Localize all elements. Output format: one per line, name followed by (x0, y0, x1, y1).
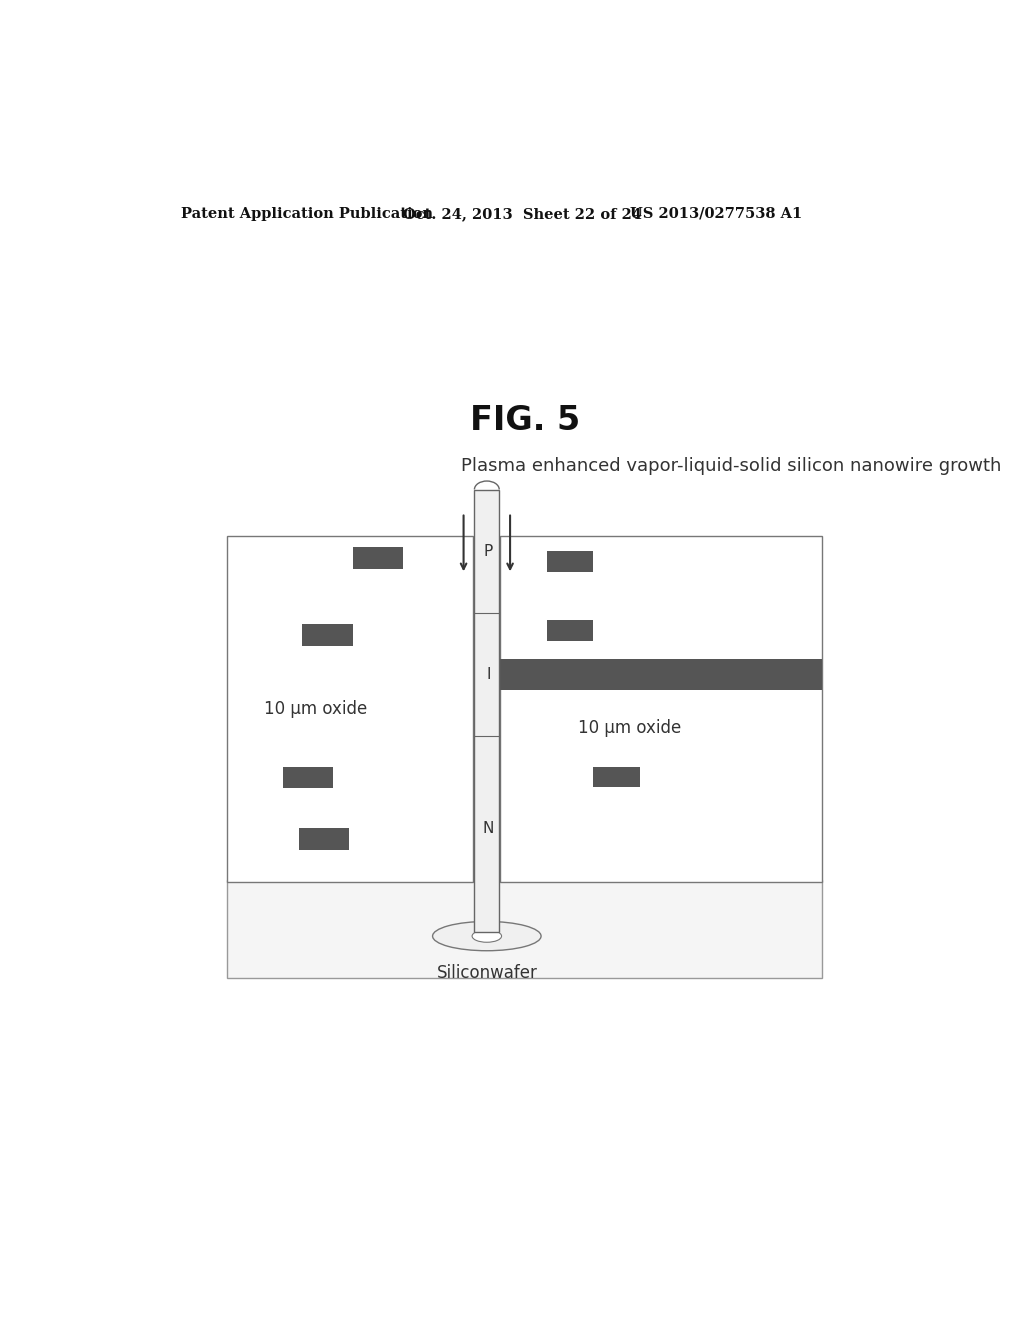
Bar (302, 624, 352, 645)
Bar (500, 659, 822, 689)
Bar (299, 829, 349, 850)
Bar (547, 552, 593, 572)
Text: I: I (486, 667, 490, 682)
Bar (283, 767, 334, 788)
Text: P: P (483, 544, 493, 558)
Bar (474, 490, 500, 932)
Text: 10 μm oxide: 10 μm oxide (578, 719, 681, 737)
Bar (227, 536, 473, 882)
Bar (227, 880, 822, 978)
Bar (500, 536, 822, 882)
Text: Plasma enhanced vapor-liquid-solid silicon nanowire growth: Plasma enhanced vapor-liquid-solid silic… (461, 458, 1001, 475)
Text: Oct. 24, 2013  Sheet 22 of 24: Oct. 24, 2013 Sheet 22 of 24 (403, 207, 642, 220)
Bar (593, 767, 640, 788)
Bar (547, 620, 593, 642)
Bar (352, 548, 403, 569)
Ellipse shape (432, 921, 541, 950)
Text: 10 μm oxide: 10 μm oxide (263, 700, 367, 718)
Text: Siliconwafer: Siliconwafer (436, 964, 538, 982)
Text: FIG. 5: FIG. 5 (470, 404, 580, 437)
Text: Patent Application Publication: Patent Application Publication (180, 207, 433, 220)
Ellipse shape (472, 929, 502, 942)
Text: US 2013/0277538 A1: US 2013/0277538 A1 (630, 207, 803, 220)
Text: N: N (482, 821, 494, 836)
